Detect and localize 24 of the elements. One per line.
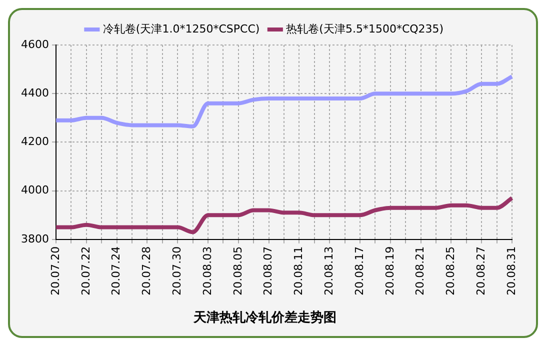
x-tick-label: 20.07.28	[140, 246, 154, 296]
x-tick-label: 20.08.27	[474, 246, 488, 296]
x-tick-label: 20.08.13	[322, 246, 336, 296]
x-tick-label: 20.07.30	[170, 246, 184, 296]
x-tick-label: 20.07.22	[79, 246, 92, 296]
x-tick-label: 20.07.20	[48, 246, 62, 296]
x-tick-label: 20.08.05	[231, 246, 244, 296]
x-tick-label: 20.08.11	[292, 246, 306, 296]
x-tick-label: 20.08.31	[504, 246, 518, 296]
x-tick-label: 20.08.07	[262, 246, 275, 296]
y-tick-label: 4000	[20, 184, 49, 197]
x-tick-label: 20.07.24	[110, 246, 123, 296]
y-tick-label: 4600	[20, 38, 49, 51]
x-tick-label: 20.08.17	[352, 246, 366, 296]
y-tick-label: 3800	[20, 232, 49, 246]
x-tick-label: 20.08.03	[200, 246, 214, 296]
y-tick-label: 4200	[20, 135, 49, 148]
legend-label: 冷轧卷(天津1.0*1250*CSPCC)	[102, 22, 260, 36]
x-tick-label: 20.08.25	[444, 246, 458, 296]
x-tick-label: 20.08.19	[383, 246, 396, 296]
text: 天津热轧冷轧价差走势图	[192, 310, 336, 326]
legend-label: 热轧卷(天津5.5*1500*CQ235)	[286, 22, 444, 36]
x-tick-label: 20.08.21	[414, 246, 427, 296]
y-tick-label: 4400	[20, 86, 49, 100]
